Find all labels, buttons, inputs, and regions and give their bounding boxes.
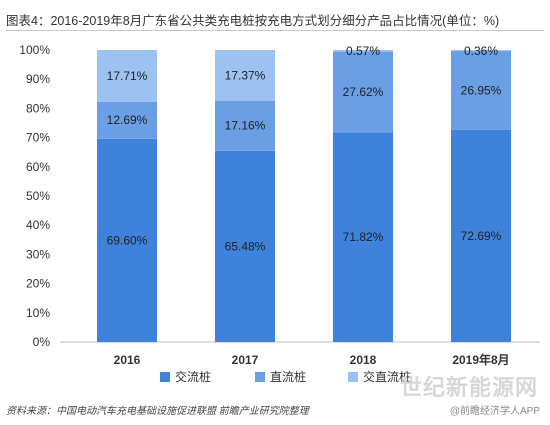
y-tick-label: 30% — [26, 247, 50, 261]
bar-segment — [451, 51, 511, 130]
data-label: 0.57% — [346, 44, 380, 58]
data-label: 71.82% — [343, 230, 384, 244]
stacked-bar-chart: 0% 10% 20% 30% 40% 50% 60% 70% 80% 90% 100% 69.60% 1… — [19, 43, 540, 384]
bar-segment — [451, 50, 511, 52]
title-divider — [6, 30, 544, 31]
bar-segment — [215, 49, 275, 101]
legend-swatch — [348, 372, 358, 382]
bar-segment — [333, 49, 393, 52]
data-label: 27.62% — [343, 85, 384, 99]
data-label: 69.60% — [107, 233, 148, 247]
data-label: 26.95% — [461, 83, 502, 97]
legend-swatch — [160, 372, 170, 382]
legend-swatch — [255, 372, 265, 382]
y-tick-label: 0% — [33, 335, 51, 349]
bar-segment — [97, 101, 157, 139]
bar-segment — [97, 50, 157, 102]
y-tick-label: 60% — [26, 160, 50, 174]
bar-segment — [215, 100, 275, 151]
legend-label: 交直流桩 — [363, 369, 411, 384]
bar-segment — [333, 51, 393, 133]
x-tick-label: 2018 — [350, 353, 377, 367]
x-tick-label: 2019年8月 — [452, 352, 509, 367]
y-tick-label: 100% — [19, 43, 50, 57]
y-tick-label: 80% — [26, 101, 50, 115]
bar-segment — [215, 150, 275, 342]
y-tick-label: 10% — [26, 306, 50, 320]
legend-label: 直流桩 — [270, 369, 306, 384]
chart-title: 图表4：2016-2019年8月广东省公共类充电桩按充电方式划分细分产品占比情况… — [6, 14, 500, 28]
data-label: 0.36% — [464, 44, 498, 58]
data-label: 17.16% — [225, 119, 266, 133]
bar-segment — [451, 129, 511, 342]
data-label: 12.69% — [107, 113, 148, 127]
data-label: 17.71% — [107, 69, 148, 83]
y-tick-label: 20% — [26, 277, 50, 291]
x-tick-label: 2016 — [114, 353, 141, 367]
legend-label: 交流桩 — [175, 369, 211, 384]
data-label: 17.37% — [225, 68, 266, 82]
x-tick-label: 2017 — [232, 353, 259, 367]
bar-segment — [333, 132, 393, 342]
y-tick-label: 50% — [26, 189, 50, 203]
data-label: 72.69% — [461, 229, 502, 243]
y-tick-label: 40% — [26, 218, 50, 232]
y-tick-label: 70% — [26, 131, 50, 145]
y-tick-label: 90% — [26, 72, 50, 86]
credit-note: @前瞻经济学人APP — [449, 406, 540, 417]
bar-segment — [97, 138, 157, 342]
data-label: 65.48% — [225, 239, 266, 253]
source-note: 资料来源：中国电动汽车充电基础设施促进联盟 前瞻产业研究院整理 — [6, 406, 309, 417]
watermark: 世纪新能源网 — [400, 375, 539, 400]
